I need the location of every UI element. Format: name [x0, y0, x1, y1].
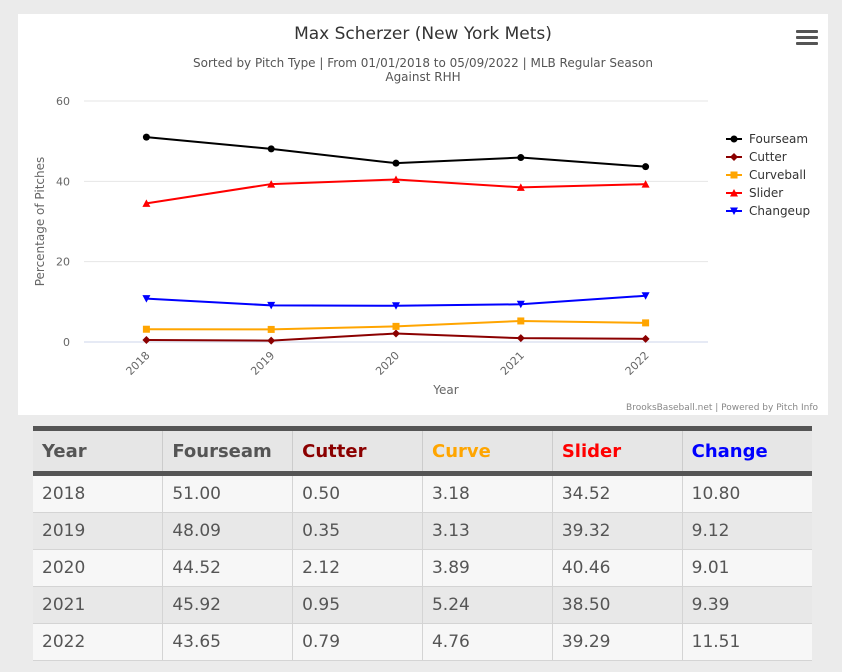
table-row: 2019 48.09 0.35 3.13 39.32 9.12	[33, 512, 812, 550]
y-tick-label: 40	[56, 175, 70, 188]
x-tick-label: 2019	[248, 349, 277, 378]
data-point-slider	[267, 180, 276, 188]
chart-title: Max Scherzer (New York Mets)	[294, 24, 552, 44]
table-cell: 2021	[33, 586, 163, 624]
column-header-year: Year	[33, 428, 163, 476]
legend-label-slider: Slider	[749, 186, 783, 200]
data-point-curveball	[267, 325, 275, 333]
table-cell: 2020	[33, 549, 163, 587]
table-cell: 0.95	[292, 586, 423, 624]
data-point-fourseam	[267, 145, 275, 153]
table-cell: 2019	[33, 512, 163, 550]
column-header-slider: Slider	[551, 428, 683, 476]
data-point-curveball	[142, 325, 150, 333]
table-cell: 39.29	[551, 623, 683, 661]
legend-marker-curveball	[730, 171, 738, 179]
data-point-cutter	[516, 334, 525, 343]
data-point-curveball	[392, 322, 400, 330]
table-cell: 9.12	[681, 512, 812, 550]
data-point-changeup	[641, 292, 650, 300]
table-cell: 10.80	[681, 473, 812, 513]
table-cell: 0.79	[292, 623, 423, 661]
data-point-slider	[516, 183, 525, 191]
table-cell: 44.52	[162, 549, 293, 587]
table-cell: 0.50	[292, 473, 423, 513]
column-header-curve: Curve	[421, 428, 553, 476]
table-cell: 34.52	[551, 473, 683, 513]
table-cell: 3.13	[421, 512, 553, 550]
legend-label-cutter: Cutter	[749, 150, 787, 164]
chart-subtitle-line: Sorted by Pitch Type | From 01/01/2018 t…	[193, 56, 653, 70]
data-point-curveball	[517, 317, 525, 325]
table-cell: 45.92	[162, 586, 293, 624]
table-row: 2022 43.65 0.79 4.76 39.29 11.51	[33, 623, 812, 661]
table-cell: 2018	[33, 473, 163, 513]
data-point-cutter	[267, 336, 276, 345]
x-tick-label: 2020	[373, 349, 402, 378]
table-row: 2020 44.52 2.12 3.89 40.46 9.01	[33, 549, 812, 587]
chart-credits: BrooksBaseball.net | Powered by Pitch In…	[626, 403, 818, 413]
line-chart: Max Scherzer (New York Mets) Sorted by Pi…	[33, 24, 818, 413]
pitch-usage-table: Year Fourseam Cutter Curve Slider Change 2018…	[33, 426, 812, 661]
table-cell: 39.32	[551, 512, 683, 550]
data-point-changeup	[267, 301, 276, 310]
data-point-changeup	[392, 302, 400, 310]
table-cell: 3.18	[421, 473, 553, 513]
table-cell: 40.46	[551, 549, 683, 587]
column-header-change: Change	[681, 428, 812, 476]
legend-marker-cutter	[730, 153, 738, 161]
table-cell: 5.24	[421, 586, 553, 624]
column-header-fourseam: Fourseam	[162, 428, 293, 476]
data-point-fourseam	[517, 154, 525, 162]
table-cell: 9.39	[681, 586, 812, 624]
table-cell: 3.89	[421, 549, 553, 587]
table-cell: 11.51	[681, 623, 812, 661]
chart-subtitle-line: Against RHH	[385, 70, 460, 84]
x-tick-label: 2022	[623, 349, 652, 378]
y-tick-label: 0	[63, 336, 70, 349]
y-tick-label: 20	[56, 256, 70, 269]
column-header-cutter: Cutter	[292, 428, 423, 476]
legend-label-fourseam: Fourseam	[749, 132, 808, 146]
y-tick-label: 60	[56, 95, 70, 108]
table-cell: 43.65	[162, 623, 293, 661]
table-cell: 48.09	[162, 512, 293, 550]
y-axis-title: Percentage of Pitches	[33, 157, 47, 287]
table-row: 2021 45.92 0.95 5.24 38.50 9.39	[33, 586, 812, 624]
legend-marker-slider	[730, 189, 738, 197]
table-cell: 38.50	[551, 586, 683, 624]
table-cell: 0.35	[292, 512, 423, 550]
data-point-fourseam	[392, 159, 400, 167]
data-point-fourseam	[142, 133, 150, 141]
data-point-curveball	[642, 319, 650, 327]
table-cell: 2022	[33, 623, 163, 661]
data-point-slider	[641, 180, 650, 188]
table-cell: 4.76	[421, 623, 553, 661]
data-point-slider	[392, 175, 400, 183]
x-tick-label: 2021	[498, 349, 527, 378]
menu-icon[interactable]	[796, 30, 818, 46]
data-point-cutter	[142, 335, 151, 344]
x-axis-title: Year	[432, 383, 458, 397]
legend-label-changeup: Changeup	[749, 204, 810, 218]
data-point-fourseam	[642, 163, 650, 171]
table-cell: 2.12	[292, 549, 423, 587]
data-point-slider	[142, 199, 151, 207]
series-line-slider	[146, 178, 646, 205]
legend-marker-changeup	[730, 207, 738, 215]
table-row: 2018 51.00 0.50 3.18 34.52 10.80	[33, 473, 812, 513]
chart-container: Max Scherzer (New York Mets) Sorted by Pi…	[18, 14, 828, 415]
table-cell: 9.01	[681, 549, 812, 587]
legend-marker-fourseam	[730, 135, 738, 143]
data-point-changeup	[516, 300, 525, 309]
x-tick-label: 2018	[124, 349, 153, 378]
data-point-cutter	[641, 334, 650, 343]
data-point-cutter	[392, 329, 400, 338]
legend-label-curveball: Curveball	[749, 168, 806, 182]
table-cell: 51.00	[162, 473, 293, 513]
data-point-changeup	[142, 295, 151, 303]
table-header-row: Year Fourseam Cutter Curve Slider Change	[33, 428, 812, 476]
